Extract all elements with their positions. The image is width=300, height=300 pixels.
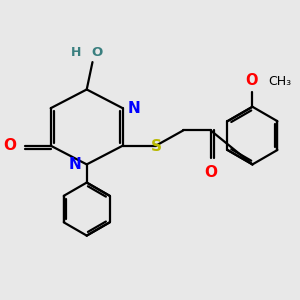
Text: H: H: [71, 46, 82, 59]
Text: O: O: [246, 73, 258, 88]
Text: S: S: [151, 139, 162, 154]
Text: N: N: [128, 101, 141, 116]
Text: CH₃: CH₃: [268, 75, 291, 88]
Text: N: N: [69, 157, 82, 172]
Text: O: O: [91, 46, 102, 59]
Text: O: O: [204, 165, 217, 180]
Text: O: O: [4, 138, 17, 153]
